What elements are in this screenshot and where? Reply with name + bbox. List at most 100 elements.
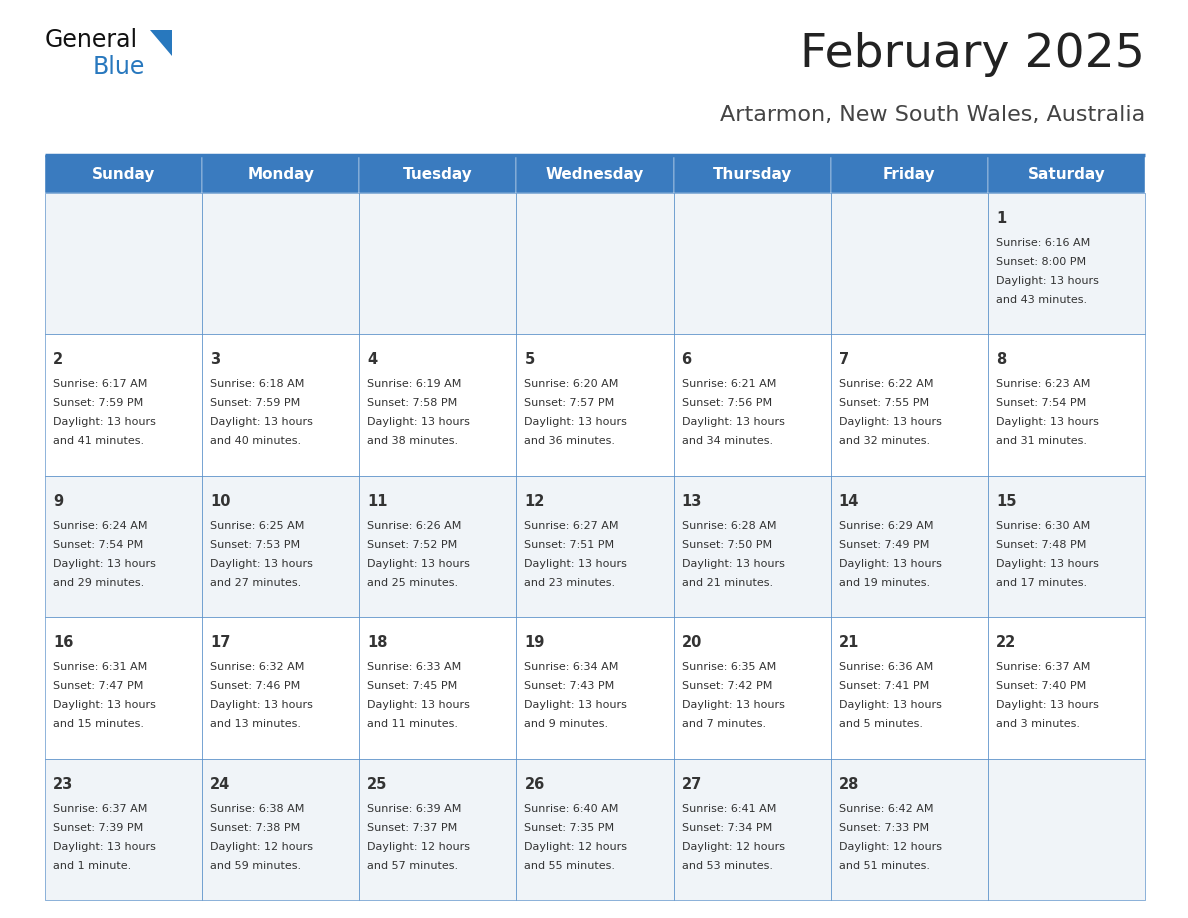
Bar bbox=[45, 334, 202, 476]
Text: Sunset: 7:56 PM: Sunset: 7:56 PM bbox=[682, 398, 772, 409]
Text: 23: 23 bbox=[53, 777, 74, 791]
Text: 6: 6 bbox=[682, 353, 691, 367]
Text: 15: 15 bbox=[996, 494, 1017, 509]
Text: and 29 minutes.: and 29 minutes. bbox=[53, 577, 144, 588]
Text: and 38 minutes.: and 38 minutes. bbox=[367, 436, 459, 446]
Text: Sunrise: 6:40 AM: Sunrise: 6:40 AM bbox=[524, 803, 619, 813]
Text: Daylight: 13 hours: Daylight: 13 hours bbox=[839, 559, 942, 569]
Text: Daylight: 12 hours: Daylight: 12 hours bbox=[682, 842, 784, 852]
Text: Daylight: 13 hours: Daylight: 13 hours bbox=[367, 559, 470, 569]
Text: Sunset: 7:50 PM: Sunset: 7:50 PM bbox=[682, 540, 772, 550]
Text: Sunset: 7:49 PM: Sunset: 7:49 PM bbox=[839, 540, 929, 550]
Text: Sunset: 7:35 PM: Sunset: 7:35 PM bbox=[524, 823, 614, 833]
Text: 4: 4 bbox=[367, 353, 378, 367]
Bar bbox=[517, 155, 674, 193]
Text: Daylight: 13 hours: Daylight: 13 hours bbox=[524, 700, 627, 711]
Text: Sunset: 7:58 PM: Sunset: 7:58 PM bbox=[367, 398, 457, 409]
Bar bbox=[674, 758, 830, 900]
Bar bbox=[988, 758, 1145, 900]
Text: and 13 minutes.: and 13 minutes. bbox=[210, 719, 301, 729]
Text: 17: 17 bbox=[210, 635, 230, 650]
Text: Friday: Friday bbox=[883, 166, 936, 182]
Text: and 31 minutes.: and 31 minutes. bbox=[996, 436, 1087, 446]
Text: Sunrise: 6:28 AM: Sunrise: 6:28 AM bbox=[682, 521, 776, 531]
Text: 27: 27 bbox=[682, 777, 702, 791]
Bar bbox=[45, 155, 202, 193]
Bar bbox=[674, 334, 830, 476]
Bar bbox=[830, 476, 988, 617]
Text: and 15 minutes.: and 15 minutes. bbox=[53, 719, 144, 729]
Text: 25: 25 bbox=[367, 777, 387, 791]
Text: Sunset: 7:54 PM: Sunset: 7:54 PM bbox=[996, 398, 1086, 409]
Bar bbox=[830, 617, 988, 758]
Text: and 36 minutes.: and 36 minutes. bbox=[524, 436, 615, 446]
Text: Sunset: 7:38 PM: Sunset: 7:38 PM bbox=[210, 823, 301, 833]
Bar bbox=[674, 476, 830, 617]
Bar bbox=[45, 476, 202, 617]
Bar bbox=[517, 617, 674, 758]
Text: 24: 24 bbox=[210, 777, 230, 791]
Text: and 25 minutes.: and 25 minutes. bbox=[367, 577, 459, 588]
Text: 21: 21 bbox=[839, 635, 859, 650]
Text: 14: 14 bbox=[839, 494, 859, 509]
Text: 7: 7 bbox=[839, 353, 849, 367]
Bar bbox=[517, 758, 674, 900]
Text: Sunrise: 6:26 AM: Sunrise: 6:26 AM bbox=[367, 521, 462, 531]
Bar bbox=[359, 155, 517, 193]
Text: Daylight: 13 hours: Daylight: 13 hours bbox=[682, 700, 784, 711]
Text: 26: 26 bbox=[524, 777, 544, 791]
Text: Sunset: 7:42 PM: Sunset: 7:42 PM bbox=[682, 681, 772, 691]
Text: Sunrise: 6:33 AM: Sunrise: 6:33 AM bbox=[367, 662, 461, 672]
Text: Sunset: 7:55 PM: Sunset: 7:55 PM bbox=[839, 398, 929, 409]
Text: Daylight: 13 hours: Daylight: 13 hours bbox=[839, 418, 942, 428]
Text: Sunset: 7:40 PM: Sunset: 7:40 PM bbox=[996, 681, 1086, 691]
Text: 28: 28 bbox=[839, 777, 859, 791]
Text: Sunrise: 6:20 AM: Sunrise: 6:20 AM bbox=[524, 379, 619, 389]
Bar bbox=[202, 193, 359, 334]
Bar bbox=[359, 617, 517, 758]
Text: Sunset: 7:54 PM: Sunset: 7:54 PM bbox=[53, 540, 144, 550]
Text: Sunrise: 6:22 AM: Sunrise: 6:22 AM bbox=[839, 379, 934, 389]
Text: Sunday: Sunday bbox=[91, 166, 156, 182]
Text: and 40 minutes.: and 40 minutes. bbox=[210, 436, 302, 446]
Text: Daylight: 13 hours: Daylight: 13 hours bbox=[210, 418, 312, 428]
Bar bbox=[45, 758, 202, 900]
Text: Sunset: 7:59 PM: Sunset: 7:59 PM bbox=[53, 398, 144, 409]
Bar bbox=[517, 334, 674, 476]
Text: Sunrise: 6:21 AM: Sunrise: 6:21 AM bbox=[682, 379, 776, 389]
Text: Sunrise: 6:37 AM: Sunrise: 6:37 AM bbox=[53, 803, 147, 813]
Bar bbox=[830, 155, 988, 193]
Text: and 55 minutes.: and 55 minutes. bbox=[524, 860, 615, 870]
Text: 10: 10 bbox=[210, 494, 230, 509]
Text: Sunrise: 6:36 AM: Sunrise: 6:36 AM bbox=[839, 662, 933, 672]
Text: 20: 20 bbox=[682, 635, 702, 650]
Text: Daylight: 13 hours: Daylight: 13 hours bbox=[996, 418, 1099, 428]
Bar bbox=[674, 617, 830, 758]
Text: Sunrise: 6:42 AM: Sunrise: 6:42 AM bbox=[839, 803, 934, 813]
Text: and 27 minutes.: and 27 minutes. bbox=[210, 577, 302, 588]
Text: and 7 minutes.: and 7 minutes. bbox=[682, 719, 766, 729]
Bar bbox=[988, 476, 1145, 617]
Text: Daylight: 13 hours: Daylight: 13 hours bbox=[524, 559, 627, 569]
Text: Daylight: 13 hours: Daylight: 13 hours bbox=[682, 418, 784, 428]
Text: Daylight: 13 hours: Daylight: 13 hours bbox=[996, 559, 1099, 569]
Text: Sunset: 7:51 PM: Sunset: 7:51 PM bbox=[524, 540, 614, 550]
Bar bbox=[359, 334, 517, 476]
Text: and 11 minutes.: and 11 minutes. bbox=[367, 719, 459, 729]
Text: Daylight: 12 hours: Daylight: 12 hours bbox=[367, 842, 470, 852]
Text: Sunset: 7:59 PM: Sunset: 7:59 PM bbox=[210, 398, 301, 409]
Text: Sunrise: 6:41 AM: Sunrise: 6:41 AM bbox=[682, 803, 776, 813]
Bar bbox=[830, 758, 988, 900]
Text: and 32 minutes.: and 32 minutes. bbox=[839, 436, 930, 446]
Text: Sunrise: 6:29 AM: Sunrise: 6:29 AM bbox=[839, 521, 934, 531]
Text: 19: 19 bbox=[524, 635, 545, 650]
Text: Daylight: 13 hours: Daylight: 13 hours bbox=[53, 700, 156, 711]
Text: and 59 minutes.: and 59 minutes. bbox=[210, 860, 302, 870]
Polygon shape bbox=[150, 30, 172, 56]
Text: and 43 minutes.: and 43 minutes. bbox=[996, 295, 1087, 305]
Text: Sunrise: 6:25 AM: Sunrise: 6:25 AM bbox=[210, 521, 304, 531]
Text: Sunrise: 6:35 AM: Sunrise: 6:35 AM bbox=[682, 662, 776, 672]
Bar bbox=[359, 193, 517, 334]
Text: and 19 minutes.: and 19 minutes. bbox=[839, 577, 930, 588]
Text: 3: 3 bbox=[210, 353, 220, 367]
